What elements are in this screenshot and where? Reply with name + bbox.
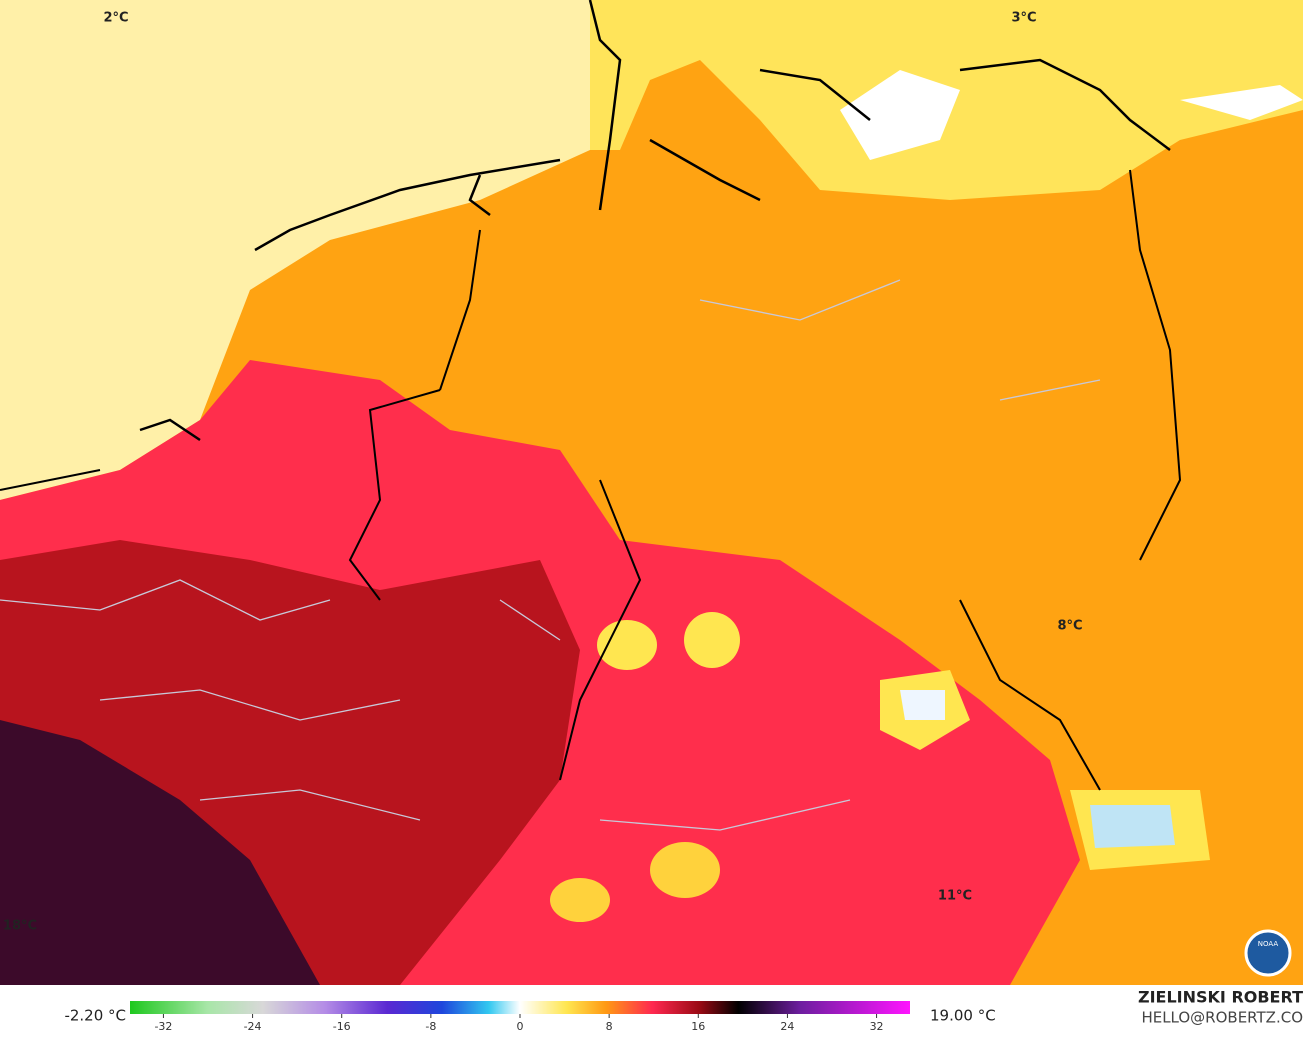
colorbar-tick-label: 24 [780, 1020, 794, 1033]
credit-name: ZIELINSKI ROBERT [1138, 988, 1303, 1007]
cold-spot [1180, 85, 1303, 120]
border [0, 169, 1182, 791]
cool-spot [684, 612, 740, 668]
colorbar-tick-label: -8 [425, 1020, 436, 1033]
noaa-logo [1244, 929, 1292, 977]
map: NOAA [0, 0, 1303, 985]
map-label: 2°C [103, 11, 128, 26]
colorbar-tick-label: 16 [691, 1020, 705, 1033]
cool-spot [650, 842, 720, 898]
colorbar-max: 19.00 °C [930, 1007, 996, 1025]
map-label: 8°C [1057, 619, 1082, 634]
colorbar-min: -2.20 °C [64, 1007, 126, 1025]
credit-contact: HELLO@ROBERTZ.CO [1141, 1009, 1303, 1027]
map-label: 18°C [3, 919, 37, 934]
cold-spot [840, 70, 960, 160]
colorbar-tick-label: 32 [870, 1020, 884, 1033]
colorbar-tick-label: 8 [606, 1020, 613, 1033]
colorbar-tick-label: -24 [244, 1020, 262, 1033]
region-border [0, 279, 1101, 831]
coastline [139, 0, 1171, 442]
logo-text: NOAA [1258, 940, 1279, 948]
cool-spot [597, 620, 657, 670]
colorbar-tick-label: -32 [154, 1020, 172, 1033]
cold-spot [1090, 805, 1175, 848]
cool-spot [550, 878, 610, 922]
map-label: 3°C [1011, 11, 1036, 26]
map-label: 11°C [938, 889, 972, 904]
cold-spot [900, 690, 945, 720]
sea-region [0, 0, 590, 500]
colorbar [130, 1001, 910, 1014]
map-labels: 2°C 3°C 8°C 11°C 18°C [3, 11, 1083, 934]
colorbar-tick-label: 0 [517, 1020, 524, 1033]
colorbar-tick-label: -16 [333, 1020, 351, 1033]
hottest-region [0, 720, 320, 985]
